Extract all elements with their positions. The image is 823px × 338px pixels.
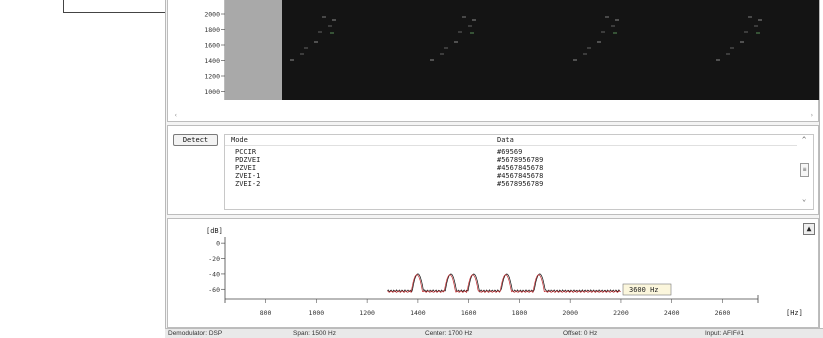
row-data: #5678956789 [497, 180, 544, 188]
row-data: #4567845678 [497, 172, 544, 180]
row-data: #5678956789 [497, 156, 544, 164]
waterfall-gray-band [225, 0, 282, 100]
spectrum-x-tick-label: 1800 [512, 309, 528, 317]
frequency-marker-tooltip: 3600 Hz [622, 283, 672, 296]
decoder-results-table[interactable]: Mode Data PCCIR #69569 PDZVEI #567895678… [224, 134, 814, 210]
scroll-right-arrow[interactable]: › [810, 112, 814, 119]
spectrum-x-tick-label: 2200 [613, 309, 629, 317]
spectrum-toggle-button[interactable]: ▲ [803, 223, 815, 235]
waterfall-signal-area [282, 0, 819, 100]
waterfall-y-axis: 2000 1800 1600 1400 1200 1000 [204, 11, 225, 96]
row-data: #69569 [497, 148, 523, 156]
spectrum-x-tick-label: 2600 [715, 309, 731, 317]
spectrum-trace-red [387, 274, 621, 294]
waterfall-y-tick-label: 1600 [204, 42, 220, 50]
left-margin [0, 0, 165, 328]
scroll-left-arrow[interactable]: ‹ [174, 112, 178, 119]
waterfall-y-tick-label: 2000 [204, 11, 220, 19]
status-span: Span: 1500 Hz [293, 330, 337, 337]
row-mode: PZVEI [235, 164, 257, 172]
waterfall-panel: 2000 1800 1600 1400 1200 1000 ‹ › [167, 0, 819, 122]
table-header: Mode Data [225, 135, 797, 146]
spectrum-panel: ▲ [dB] [Hz] 0 -20 -40 -60 800 1000 1200 1400 16… [167, 218, 819, 328]
row-data: #4567845678 [497, 164, 544, 172]
status-bar: Demodulator: DSP Span: 1500 Hz Center: 1… [165, 328, 823, 338]
row-mode: ZVEI-2 [235, 180, 261, 188]
x-axis-unit: [Hz] [786, 309, 803, 317]
spectrum-y-tick-label: 0 [216, 240, 220, 248]
column-header-data[interactable]: Data [497, 136, 514, 144]
spectrum-x-tick-label: 2000 [562, 309, 578, 317]
status-demodulator: Demodulator: DSP [168, 330, 223, 337]
waterfall-y-tick-label: 1000 [204, 88, 220, 96]
status-center: Center: 1700 Hz [425, 330, 473, 337]
y-axis-unit: [dB] [206, 227, 223, 235]
spectrum-chart[interactable]: [dB] [Hz] 0 -20 -40 -60 800 1000 1200 1400 1600… [168, 219, 820, 327]
waterfall-tone-traces [290, 16, 762, 61]
scroll-thumb[interactable]: ≡ [800, 163, 809, 177]
waterfall-y-tick-label: 1400 [204, 57, 220, 65]
application-window: 2000 1800 1600 1400 1200 1000 ‹ › Detect Mode… [165, 0, 820, 328]
row-mode: ZVEI-1 [235, 172, 261, 180]
scroll-up-arrow[interactable]: ^ [802, 136, 807, 144]
spectrum-x-tick-label: 1400 [410, 309, 426, 317]
row-mode: PCCIR [235, 148, 257, 156]
spectrum-y-axis: 0 -20 -40 -60 [208, 240, 225, 294]
spectrum-x-tick-label: 800 [260, 309, 272, 317]
waterfall-y-tick-label: 1800 [204, 26, 220, 34]
spectrum-x-axis: 800 1000 1200 1400 1600 1800 2000 2200 2400 2600 [260, 299, 731, 317]
waterfall-horizontal-scrollbar[interactable]: ‹ › [168, 112, 818, 121]
spectrum-x-tick-label: 1200 [359, 309, 375, 317]
table-row[interactable]: PCCIR #69569 [225, 148, 797, 156]
spectrum-y-tick-label: -40 [208, 270, 220, 278]
spectrum-x-tick-label: 1600 [461, 309, 477, 317]
scroll-down-arrow[interactable]: ⌄ [802, 195, 807, 203]
spectrum-x-tick-label: 1000 [309, 309, 325, 317]
waterfall-display[interactable]: 2000 1800 1600 1400 1200 1000 [168, 0, 820, 112]
spectrum-trace-black [387, 273, 621, 293]
spectrum-y-tick-label: -60 [208, 286, 220, 294]
table-vertical-scrollbar[interactable]: ^ ≡ ⌄ [797, 135, 813, 209]
table-row[interactable]: ZVEI-1 #4567845678 [225, 172, 797, 180]
status-offset: Offset: 0 Hz [563, 330, 598, 337]
marker-frequency-label: 3600 Hz [629, 286, 659, 294]
column-header-mode[interactable]: Mode [231, 136, 248, 144]
table-row[interactable]: PDZVEI #5678956789 [225, 156, 797, 164]
decoder-panel: Detect Mode Data PCCIR #69569 PDZVEI #56… [167, 125, 819, 215]
waterfall-y-tick-label: 1200 [204, 73, 220, 81]
table-row[interactable]: ZVEI-2 #5678956789 [225, 180, 797, 188]
status-input: Input: AFIF#1 [705, 330, 745, 337]
spectrum-x-tick-label: 2400 [664, 309, 680, 317]
spectrum-y-tick-label: -20 [208, 255, 220, 263]
row-mode: PDZVEI [235, 156, 261, 164]
detect-button[interactable]: Detect [173, 134, 218, 146]
table-row[interactable]: PZVEI #4567845678 [225, 164, 797, 172]
